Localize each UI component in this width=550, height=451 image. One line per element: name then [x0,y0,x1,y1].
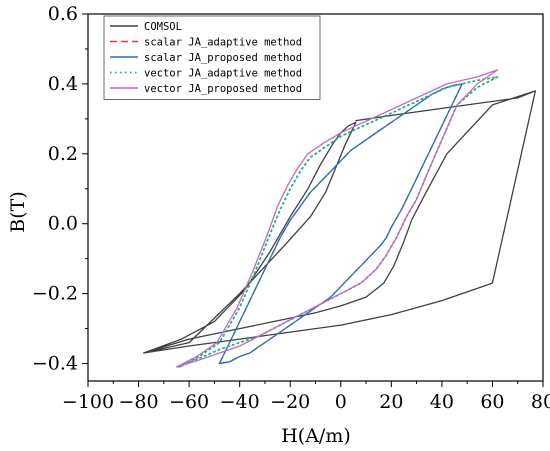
series-line-4 [178,76,499,368]
y-tick-label: −0.4 [32,353,78,375]
y-tick-label: 0.4 [48,73,78,95]
x-tick-label: 0 [335,391,347,413]
legend-label: vector JA_proposed method [144,83,302,95]
y-tick-label: 0.0 [48,213,78,235]
series-line-2 [218,83,463,365]
x-axis: −100 −80 −60 −40 −20 0 20 40 60 80 [62,381,550,413]
x-axis-title: H(A/m) [281,425,351,447]
series-line-5 [175,69,499,368]
x-tick-label: −40 [220,391,260,413]
legend-box [103,15,321,100]
x-tick-label: −80 [119,391,159,413]
legend-label: COMSOL [144,21,182,33]
legend: COMSOL scalar JA_adaptive method scalar JA… [103,15,321,100]
x-tick-label: 40 [430,391,454,413]
y-tick-label: 0.2 [48,143,78,165]
legend-label: scalar JA_proposed method [144,52,302,64]
x-tick-label: 60 [480,391,504,413]
series-line-1 [142,90,537,354]
y-axis-title: B(T) [7,191,29,232]
y-tick-label: −0.2 [32,283,78,305]
x-tick-label: 20 [379,391,403,413]
x-tick-label: 80 [531,391,550,413]
x-tick-label: −60 [169,391,209,413]
series-line-3 [218,83,463,365]
y-tick-label: 0.6 [48,3,78,25]
legend-label: scalar JA_adaptive method [144,37,302,49]
legend-label: vector JA_adaptive method [144,68,302,80]
x-tick-label: −20 [270,391,310,413]
y-axis: −0.4 −0.2 0.0 0.2 0.4 0.6 [32,3,88,375]
x-tick-label: −100 [62,391,114,413]
